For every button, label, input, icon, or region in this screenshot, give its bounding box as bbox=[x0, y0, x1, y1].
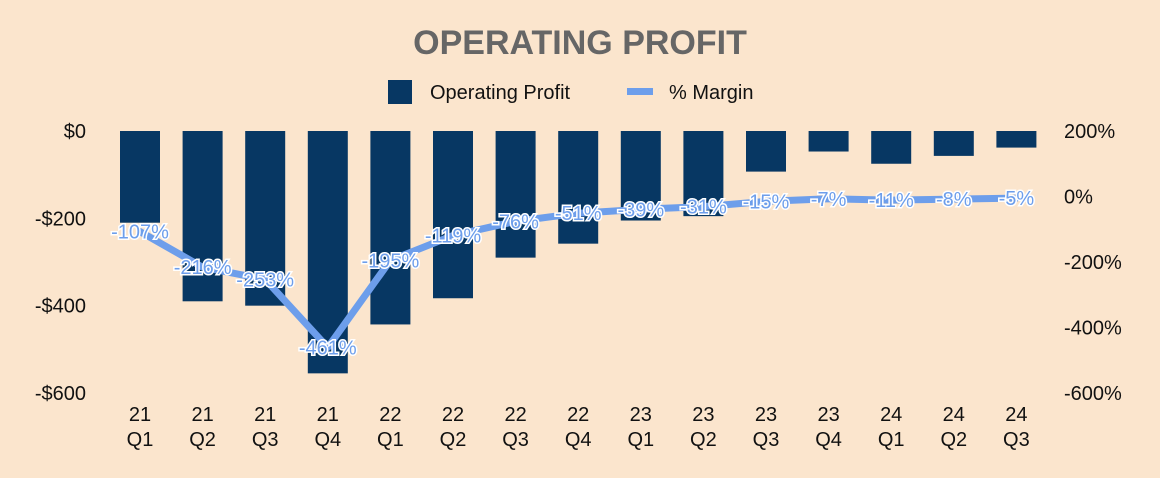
margin-series-line bbox=[136, 194, 1020, 351]
category-quarter-label: Q3 bbox=[502, 429, 529, 451]
bars-layer bbox=[120, 131, 1037, 374]
operating-profit-bar bbox=[683, 131, 724, 217]
operating-profit-bar bbox=[558, 131, 599, 244]
margin-data-label: -8% bbox=[936, 189, 972, 211]
category-year-label: 22 bbox=[504, 404, 526, 426]
margin-labels-layer: -107%-216%-253% -461% -195% -119% -76% -51% -3… bbox=[110, 187, 1036, 361]
left-axis-tick-label: -$400 bbox=[35, 296, 86, 318]
category-quarter-label: Q1 bbox=[127, 429, 154, 451]
category-year-label: 22 bbox=[567, 404, 589, 426]
margin-data-label: -76% bbox=[492, 211, 539, 233]
left-axis: $0 -$200 -$400 -$600 bbox=[35, 121, 86, 405]
margin-data-label: -15% bbox=[743, 191, 790, 213]
operating-profit-bar bbox=[370, 131, 411, 325]
operating-profit-bar bbox=[871, 131, 912, 164]
category-year-label: 22 bbox=[379, 404, 401, 426]
margin-data-label: -119% bbox=[425, 225, 482, 247]
category-quarter-label: Q2 bbox=[440, 429, 467, 451]
category-quarter-label: Q4 bbox=[565, 429, 592, 451]
margin-data-label: -5% bbox=[999, 188, 1035, 210]
operating-profit-bar bbox=[433, 131, 473, 299]
category-quarter-label: Q3 bbox=[753, 429, 780, 451]
category-year-label: 21 bbox=[191, 404, 213, 426]
category-year-label: 23 bbox=[630, 404, 652, 426]
category-year-label: 21 bbox=[317, 404, 339, 426]
legend: Operating Profit % Margin bbox=[388, 80, 753, 104]
margin-data-label: -253% bbox=[236, 269, 294, 291]
left-axis-tick-label: -$200 bbox=[35, 208, 86, 230]
left-axis-tick-label: -$600 bbox=[35, 383, 86, 405]
category-quarter-label: Q3 bbox=[252, 429, 279, 451]
margin-data-label: -195% bbox=[361, 250, 419, 272]
category-quarter-label: Q4 bbox=[314, 429, 341, 451]
category-year-label: 23 bbox=[692, 404, 714, 426]
margin-line-layer bbox=[136, 194, 1020, 351]
legend-label-margin: % Margin bbox=[669, 82, 753, 104]
margin-data-label: -31% bbox=[680, 197, 727, 219]
right-axis-tick-label: -200% bbox=[1064, 252, 1122, 274]
margin-data-label: -7% bbox=[811, 189, 847, 211]
category-quarter-label: Q2 bbox=[189, 429, 216, 451]
category-quarter-label: Q1 bbox=[627, 429, 654, 451]
category-year-label: 21 bbox=[254, 404, 276, 426]
margin-data-label: -51% bbox=[555, 203, 602, 225]
legend-swatch-margin bbox=[627, 88, 653, 95]
margin-data-label: -39% bbox=[617, 199, 664, 221]
right-axis-tick-label: 200% bbox=[1064, 121, 1115, 143]
operating-profit-bar bbox=[808, 131, 849, 152]
legend-swatch-operating-profit bbox=[388, 80, 412, 104]
operating-profit-bar bbox=[495, 131, 536, 258]
category-axis: 21Q121Q221Q321Q422Q122Q222Q322Q423Q123Q2… bbox=[127, 404, 1030, 451]
margin-data-label: -107% bbox=[111, 222, 169, 244]
category-year-label: 23 bbox=[755, 404, 777, 426]
right-axis-tick-label: 0% bbox=[1064, 187, 1093, 209]
margin-data-label: -461% bbox=[299, 337, 357, 359]
category-quarter-label: Q4 bbox=[815, 429, 842, 451]
operating-profit-bar bbox=[120, 131, 160, 223]
operating-profit-bar bbox=[933, 131, 974, 156]
right-axis: 200% 0% -200% -400% -600% bbox=[1064, 121, 1122, 405]
operating-profit-bar bbox=[746, 131, 786, 172]
margin-data-label: -216% bbox=[174, 257, 232, 279]
right-axis-tick-label: -600% bbox=[1064, 383, 1122, 405]
category-year-label: 21 bbox=[129, 404, 151, 426]
category-quarter-label: Q2 bbox=[690, 429, 717, 451]
category-quarter-label: Q1 bbox=[377, 429, 404, 451]
category-year-label: 23 bbox=[817, 404, 839, 426]
legend-label-operating-profit: Operating Profit bbox=[430, 82, 571, 104]
operating-profit-bar bbox=[996, 131, 1037, 148]
category-year-label: 24 bbox=[1005, 404, 1027, 426]
left-axis-tick-label: $0 bbox=[64, 121, 86, 143]
right-axis-tick-label: -400% bbox=[1064, 318, 1122, 340]
category-year-label: 24 bbox=[880, 404, 902, 426]
category-quarter-label: Q1 bbox=[878, 429, 905, 451]
category-quarter-label: Q2 bbox=[940, 429, 967, 451]
category-year-label: 22 bbox=[442, 404, 464, 426]
chart-title: OPERATING PROFIT bbox=[413, 24, 747, 62]
category-quarter-label: Q3 bbox=[1003, 429, 1030, 451]
category-year-label: 24 bbox=[943, 404, 965, 426]
margin-data-label: -11% bbox=[869, 190, 914, 212]
